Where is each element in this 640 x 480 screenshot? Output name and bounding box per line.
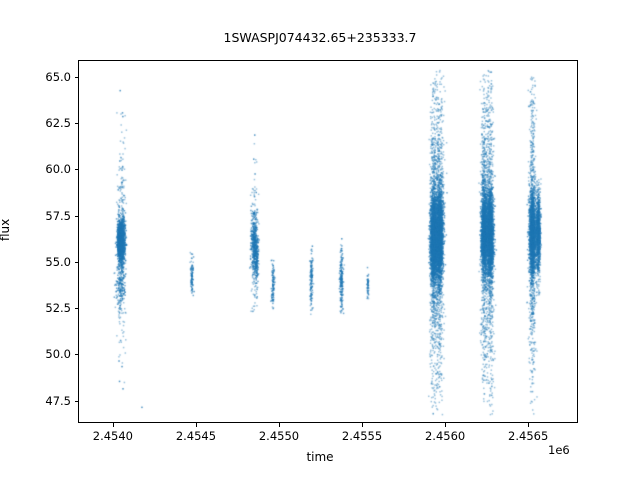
y-tick-mark: [74, 76, 78, 78]
page-title: 1SWASPJ074432.65+235333.7: [223, 30, 417, 45]
y-tick-mark: [74, 308, 78, 310]
plot-axes: [78, 60, 579, 424]
y-tick-label: 62.5: [45, 115, 71, 130]
x-tick-mark: [528, 423, 530, 427]
y-tick-label: 55.0: [45, 254, 71, 269]
y-tick-label: 52.5: [45, 301, 71, 316]
x-tick-label: 2.4540: [92, 429, 133, 443]
x-tick-label: 2.4560: [424, 429, 466, 443]
x-tick-mark: [278, 423, 280, 427]
y-tick-mark: [74, 354, 78, 356]
y-tick-label: 65.0: [45, 69, 71, 84]
x-tick-label: 2.4565: [508, 429, 549, 443]
y-tick-mark: [74, 400, 78, 402]
y-tick-mark: [74, 122, 78, 124]
x-tick-mark: [445, 423, 447, 427]
x-tick-mark: [362, 423, 364, 427]
scatter-plot-canvas: [79, 61, 579, 424]
y-tick-label: 47.5: [45, 393, 71, 408]
x-tick-mark: [195, 423, 197, 427]
x-tick-label: 2.4555: [341, 429, 383, 443]
x-axis-offset-label: 1e6: [548, 443, 570, 457]
x-tick-label: 2.4550: [258, 429, 300, 443]
y-tick-mark: [74, 169, 78, 171]
x-tick-mark: [112, 423, 114, 427]
y-axis-label: flux: [0, 218, 12, 241]
y-tick-mark: [74, 261, 78, 263]
y-tick-label: 57.5: [45, 208, 71, 223]
y-tick-mark: [74, 215, 78, 217]
x-tick-label: 2.4545: [175, 429, 217, 443]
x-axis-label: time: [306, 450, 334, 464]
y-tick-label: 60.0: [45, 162, 71, 177]
y-tick-label: 50.0: [45, 347, 71, 362]
